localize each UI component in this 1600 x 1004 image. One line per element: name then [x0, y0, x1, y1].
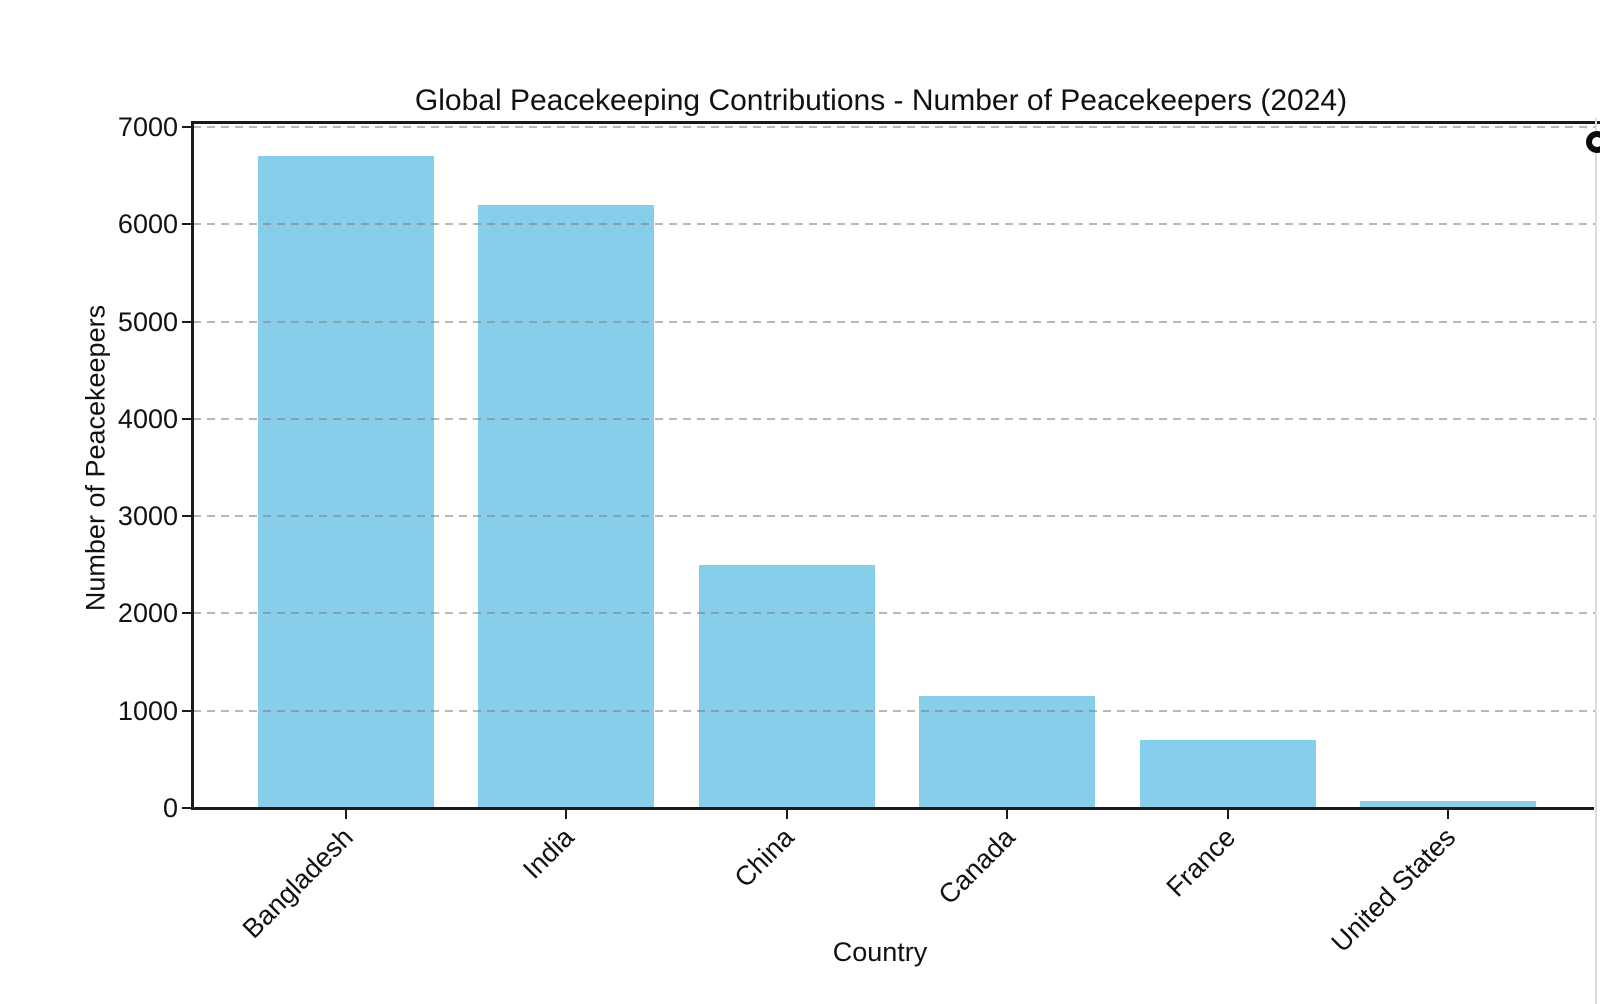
- bar-india: [478, 204, 655, 808]
- y-tick-label-6000: 6000: [117, 209, 178, 240]
- gridline-3000: [193, 515, 1595, 518]
- x-tick-canada: [1006, 808, 1009, 819]
- bottom-spine: [191, 807, 1594, 810]
- y-tick-label-2000: 2000: [117, 598, 178, 629]
- page-edge-line: [1595, 118, 1597, 1004]
- x-axis-title: Country: [832, 937, 928, 967]
- bar-united-states: [1360, 801, 1536, 808]
- gridline-6000: [193, 223, 1595, 226]
- x-tick-united-states: [1447, 808, 1449, 819]
- partial-ring-icon[interactable]: [1586, 131, 1600, 153]
- left-spine: [191, 121, 194, 810]
- gridline-7000: [193, 126, 1595, 128]
- x-tick-china: [785, 808, 788, 819]
- gridline-5000: [193, 320, 1595, 323]
- x-tick-france: [1226, 808, 1229, 819]
- y-tick-label-0: 0: [162, 793, 178, 823]
- y-tick-5000: [182, 320, 193, 323]
- gridline-1000: [193, 709, 1595, 712]
- bar-china: [698, 564, 875, 808]
- y-tick-4000: [182, 417, 193, 420]
- y-tick-0: [182, 807, 193, 809]
- bar-france: [1139, 739, 1316, 808]
- bar-canada: [919, 696, 1096, 808]
- chart-title: Global Peacekeeping Contributions - Numb…: [414, 84, 1348, 117]
- y-tick-label-1000: 1000: [117, 695, 178, 726]
- x-tick-label-text: India: [516, 822, 580, 885]
- bar-bangladesh: [258, 156, 434, 808]
- y-tick-label-3000: 3000: [117, 501, 178, 532]
- y-tick-2000: [182, 612, 193, 615]
- y-tick-label-4000: 4000: [117, 403, 178, 434]
- x-tick-label-text: Bangladesh: [237, 822, 360, 945]
- x-tick-label-text: United States: [1325, 822, 1462, 958]
- y-axis-title-text: Number of Peacekeepers: [80, 304, 111, 612]
- gridline-2000: [193, 612, 1595, 615]
- x-tick-label-text: China: [728, 822, 801, 894]
- x-tick-label-text: Canada: [932, 822, 1021, 911]
- y-tick-1000: [182, 709, 193, 712]
- y-tick-label-7000: 7000: [117, 112, 178, 142]
- x-tick-india: [565, 808, 568, 819]
- top-spine: [191, 121, 1600, 124]
- y-tick-6000: [182, 223, 193, 226]
- y-tick-7000: [182, 126, 193, 128]
- x-tick-bangladesh: [345, 808, 347, 819]
- gridline-4000: [193, 417, 1595, 420]
- x-tick-label-text: France: [1160, 822, 1241, 903]
- y-tick-3000: [182, 515, 193, 518]
- y-tick-label-5000: 5000: [117, 306, 178, 337]
